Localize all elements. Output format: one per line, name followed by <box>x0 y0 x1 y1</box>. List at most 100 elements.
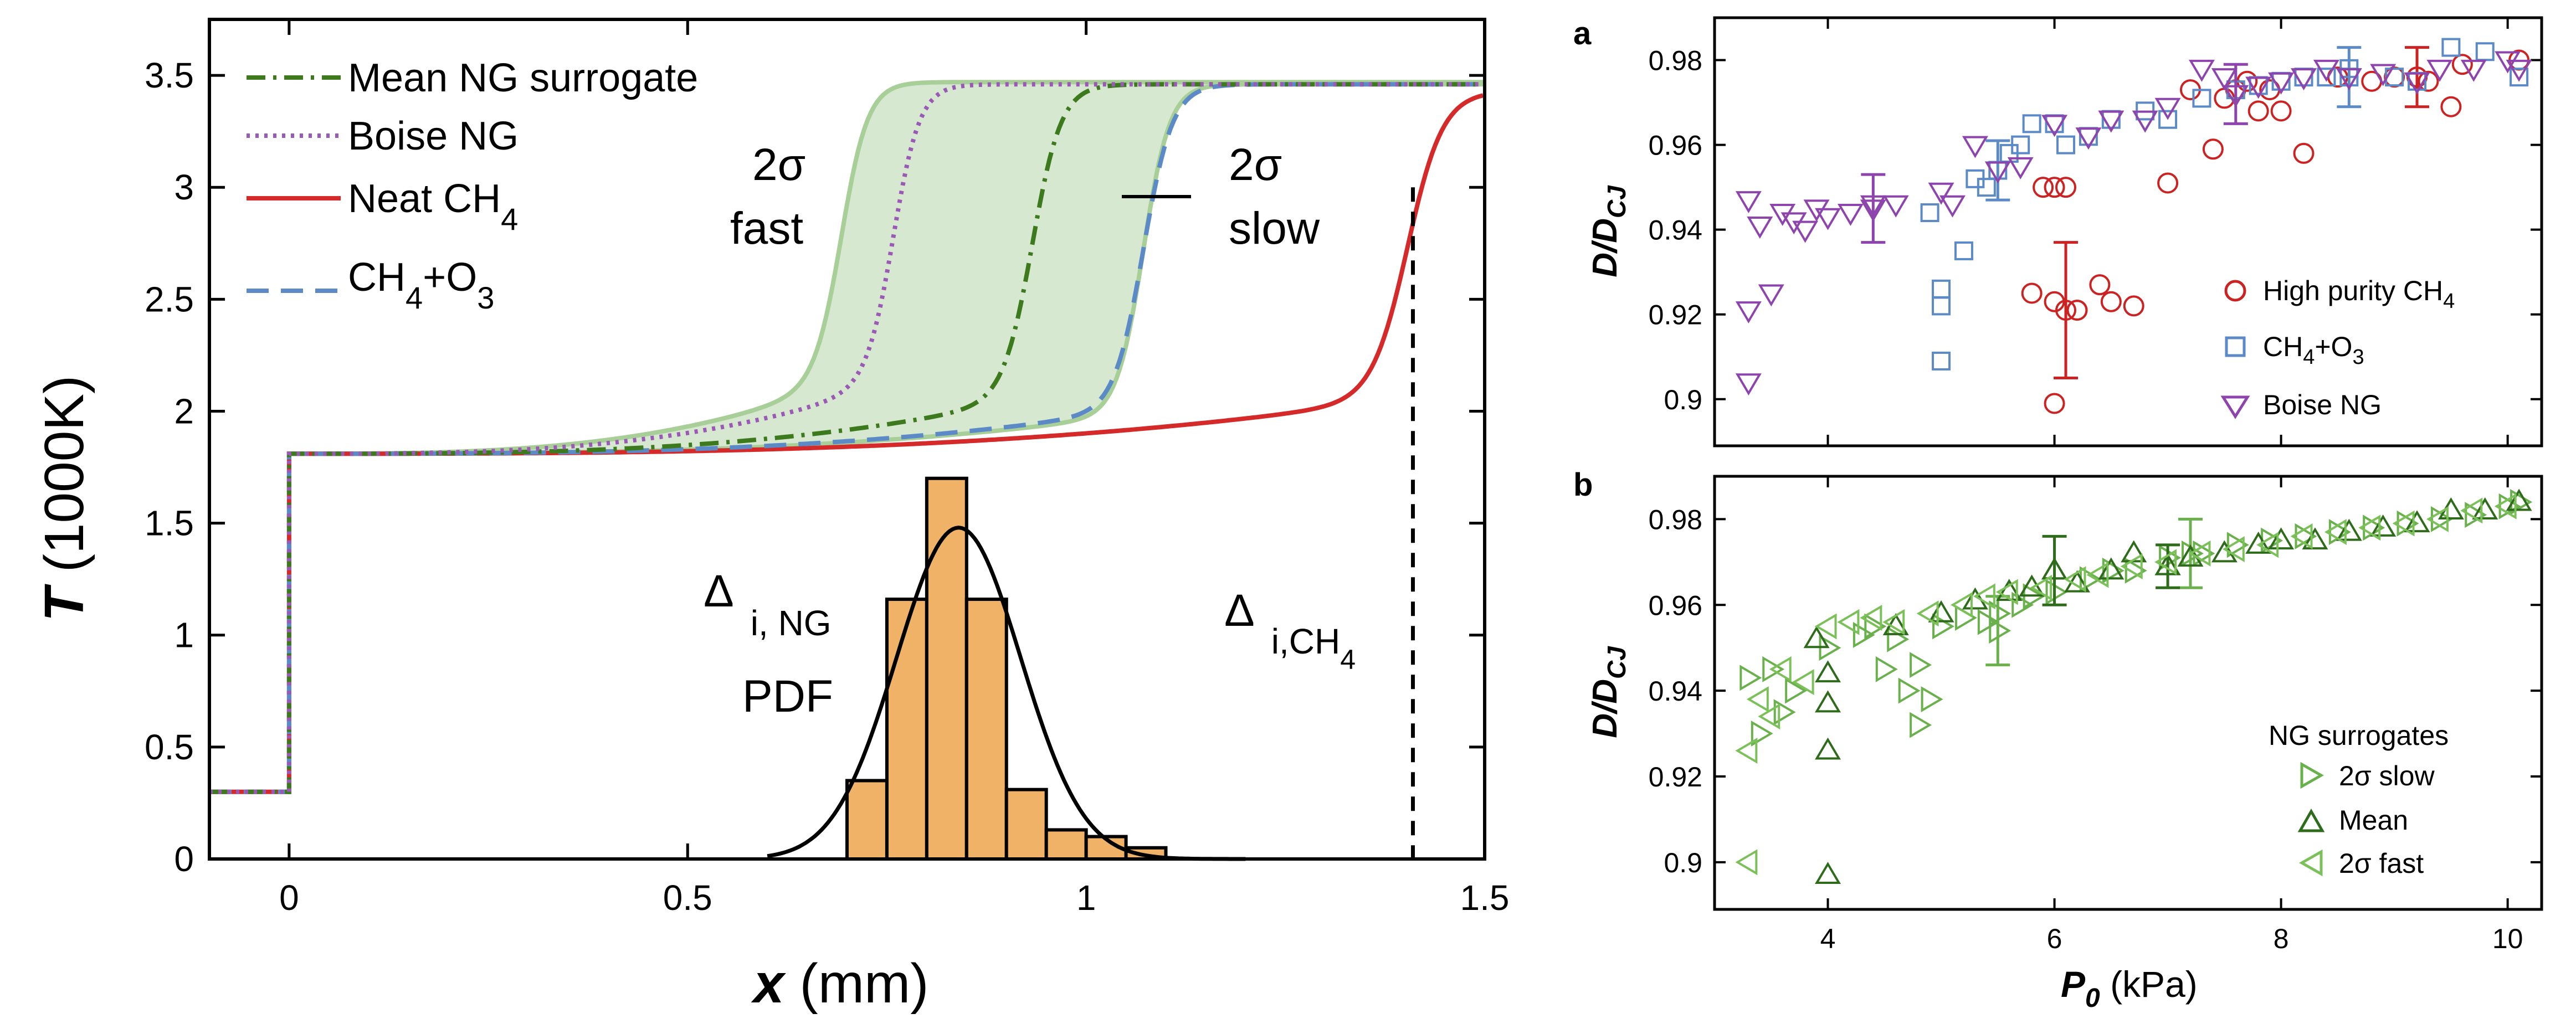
data-point <box>2465 502 2487 528</box>
panel-b-y-axis-label: D/DCJ <box>1586 646 1631 738</box>
left-legend: Mean NG surrogate Boise NG Neat CH4 CH4+… <box>247 56 698 315</box>
data-point <box>1932 296 1951 316</box>
x-tick-label: 10 <box>2492 923 2523 954</box>
data-point <box>2086 562 2109 588</box>
data-point <box>2154 549 2177 575</box>
panel-a-label: a <box>1573 16 1592 52</box>
data-point <box>2132 110 2158 133</box>
data-point <box>2336 518 2362 541</box>
data-point <box>2120 553 2143 580</box>
annotation-fast-word: fast <box>730 203 803 254</box>
data-point <box>2404 72 2430 95</box>
data-point <box>1735 191 1762 214</box>
data-point <box>1995 579 2018 605</box>
legend-label-high-purity: High purity CH4 <box>2263 275 2455 313</box>
data-point <box>1860 605 1882 631</box>
data-point <box>2211 68 2238 91</box>
data-point <box>1882 195 1909 218</box>
data-point <box>2245 76 2272 99</box>
data-point <box>2223 85 2249 107</box>
data-point <box>1875 656 1898 682</box>
data-point <box>2202 138 2224 160</box>
data-point <box>2188 59 2215 82</box>
left-panel: 0 0.5 1 1.5 0 0.5 1 1.5 2 2.5 3 3.5 x (mm) T (1000… <box>33 18 1510 1015</box>
panel-a-y-axis-label: D/DCJ <box>1586 185 1631 277</box>
x-tick-label: 8 <box>2274 923 2289 954</box>
left-y-axis-label: T (1000K) <box>33 375 95 622</box>
legend-label-ozone: CH4+O3 <box>348 255 494 315</box>
data-point <box>2044 177 2065 198</box>
x-tick-label: 1.5 <box>1460 878 1510 918</box>
data-point <box>2291 68 2317 91</box>
data-point <box>2426 59 2453 82</box>
legend-label-boise-ng: Boise NG <box>2263 389 2382 420</box>
data-point <box>1910 652 1932 678</box>
y-tick-label: 1 <box>174 615 194 655</box>
data-point <box>1758 703 1780 730</box>
data-point <box>2460 59 2487 82</box>
histogram <box>767 476 1246 861</box>
data-point <box>2154 97 2181 120</box>
band-fill <box>306 82 1484 454</box>
data-point <box>2055 300 2077 321</box>
data-point <box>2336 68 2362 91</box>
data-point <box>1735 301 1762 324</box>
legend-marker-ch4-o3 <box>2225 336 2246 357</box>
data-point <box>1792 669 1814 696</box>
x-tick-label: 4 <box>1820 923 1836 954</box>
panel-a: 0.9 0.92 0.94 0.96 0.98 a D/DCJ High purity … <box>1573 16 2543 447</box>
data-point <box>2055 177 2077 198</box>
histogram-bar <box>964 598 1008 861</box>
data-point <box>1815 208 1841 230</box>
data-point <box>1928 600 1954 622</box>
legend-title-ng-surrogates: NG surrogates <box>2269 720 2449 751</box>
data-point <box>2030 574 2052 601</box>
legend-label-neat: Neat CH4 <box>348 177 518 236</box>
data-point <box>2188 540 2211 567</box>
data-point <box>2370 64 2397 86</box>
x-tick-label: 0 <box>279 878 299 918</box>
data-point <box>2125 557 2147 584</box>
y-tick-label: 2.5 <box>145 279 194 319</box>
panel-b-x-axis-label: P0 (kPa) <box>2061 964 2198 1013</box>
data-point <box>2033 177 2054 198</box>
data-point <box>1973 583 1995 610</box>
data-point <box>1989 600 2011 627</box>
y-tick-label: 3.5 <box>145 55 194 95</box>
data-point <box>1837 609 1860 635</box>
data-point <box>2056 135 2076 155</box>
left-x-axis-label: x (mm) <box>751 953 929 1015</box>
y-tick-label: 0.9 <box>1664 384 1702 415</box>
data-point <box>1898 677 1921 704</box>
data-point <box>2498 493 2521 519</box>
data-point <box>2245 531 2272 554</box>
histogram-bar <box>1004 788 1048 861</box>
annotation-fast-sigma: 2σ <box>752 140 805 190</box>
data-point <box>2247 100 2269 122</box>
data-point <box>2007 157 2034 179</box>
data-point <box>2460 497 2483 524</box>
annotation-slow-sigma: 2σ <box>1229 140 1282 190</box>
data-point <box>1916 600 1939 627</box>
data-point <box>1910 712 1932 738</box>
panel-a-ticks: 0.9 0.92 0.94 0.96 0.98 <box>1649 18 2542 446</box>
data-point <box>2268 72 2295 95</box>
data-point <box>2226 532 2249 558</box>
panel-b-frame <box>1713 475 2543 911</box>
data-point <box>2098 557 2125 580</box>
data-point <box>2011 135 2030 155</box>
legend-label-ch4-o3: CH4+O3 <box>2263 331 2364 369</box>
y-tick-label: 0.94 <box>1649 676 1702 707</box>
data-point <box>2021 282 2043 304</box>
data-point <box>1815 862 1841 884</box>
data-point <box>1815 660 1841 683</box>
data-point <box>1762 656 1785 682</box>
panel-b-points <box>1735 488 2533 884</box>
data-point <box>2270 100 2292 122</box>
data-point <box>2302 527 2328 550</box>
annotation-delta-ng: Δi, NG <box>704 566 832 643</box>
data-point <box>2506 59 2532 82</box>
data-point <box>2159 544 2182 571</box>
y-tick-label: 1.5 <box>145 503 194 543</box>
